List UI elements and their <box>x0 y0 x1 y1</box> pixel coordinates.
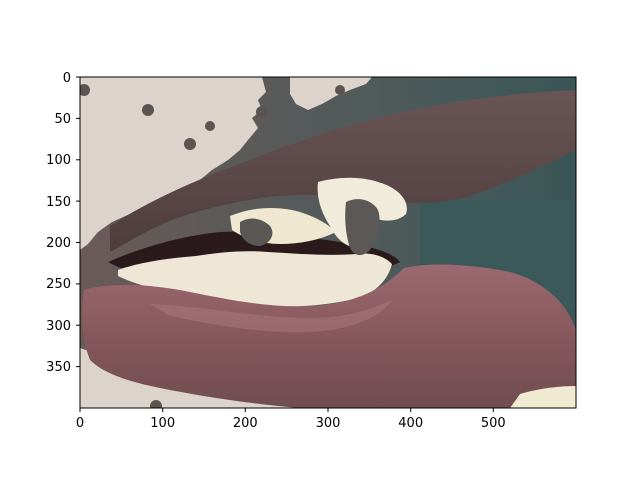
mask-dot <box>142 104 154 116</box>
mask-dot <box>205 121 215 131</box>
y-tick-label: 300 <box>46 319 71 334</box>
mask-dot <box>80 84 90 96</box>
lip-shine <box>150 300 392 333</box>
mask-dot <box>184 138 196 150</box>
skin-region <box>80 77 266 250</box>
upper-lip <box>110 90 576 252</box>
y-tick-label: 200 <box>46 236 71 251</box>
y-tick-label: 350 <box>46 360 71 375</box>
mask-dot <box>335 85 345 95</box>
photo-image <box>80 77 576 408</box>
bottom-right-patch <box>510 386 576 408</box>
mask-blob-right <box>345 199 380 256</box>
y-tick-label: 100 <box>46 153 71 168</box>
y-tick-label: 250 <box>46 277 71 292</box>
y-axis: 0 50 100 150 200 250 300 350 <box>46 71 80 375</box>
skin-lower-left <box>80 348 300 408</box>
x-tick-label: 200 <box>233 416 258 431</box>
lower-lip <box>82 264 576 408</box>
x-axis: 0 100 200 300 400 500 <box>76 408 506 431</box>
y-tick-label: 150 <box>46 195 71 210</box>
skin-top-strip <box>290 77 372 110</box>
mask-dot <box>150 400 162 408</box>
x-tick-label: 300 <box>316 416 341 431</box>
x-tick-label: 0 <box>76 416 84 431</box>
x-tick-label: 500 <box>481 416 506 431</box>
mask-blob-center <box>240 218 273 246</box>
y-tick-label: 50 <box>54 112 71 127</box>
x-tick-label: 100 <box>150 416 175 431</box>
mask-dot <box>256 106 268 118</box>
x-tick-label: 400 <box>398 416 423 431</box>
y-tick-label: 0 <box>63 71 71 86</box>
